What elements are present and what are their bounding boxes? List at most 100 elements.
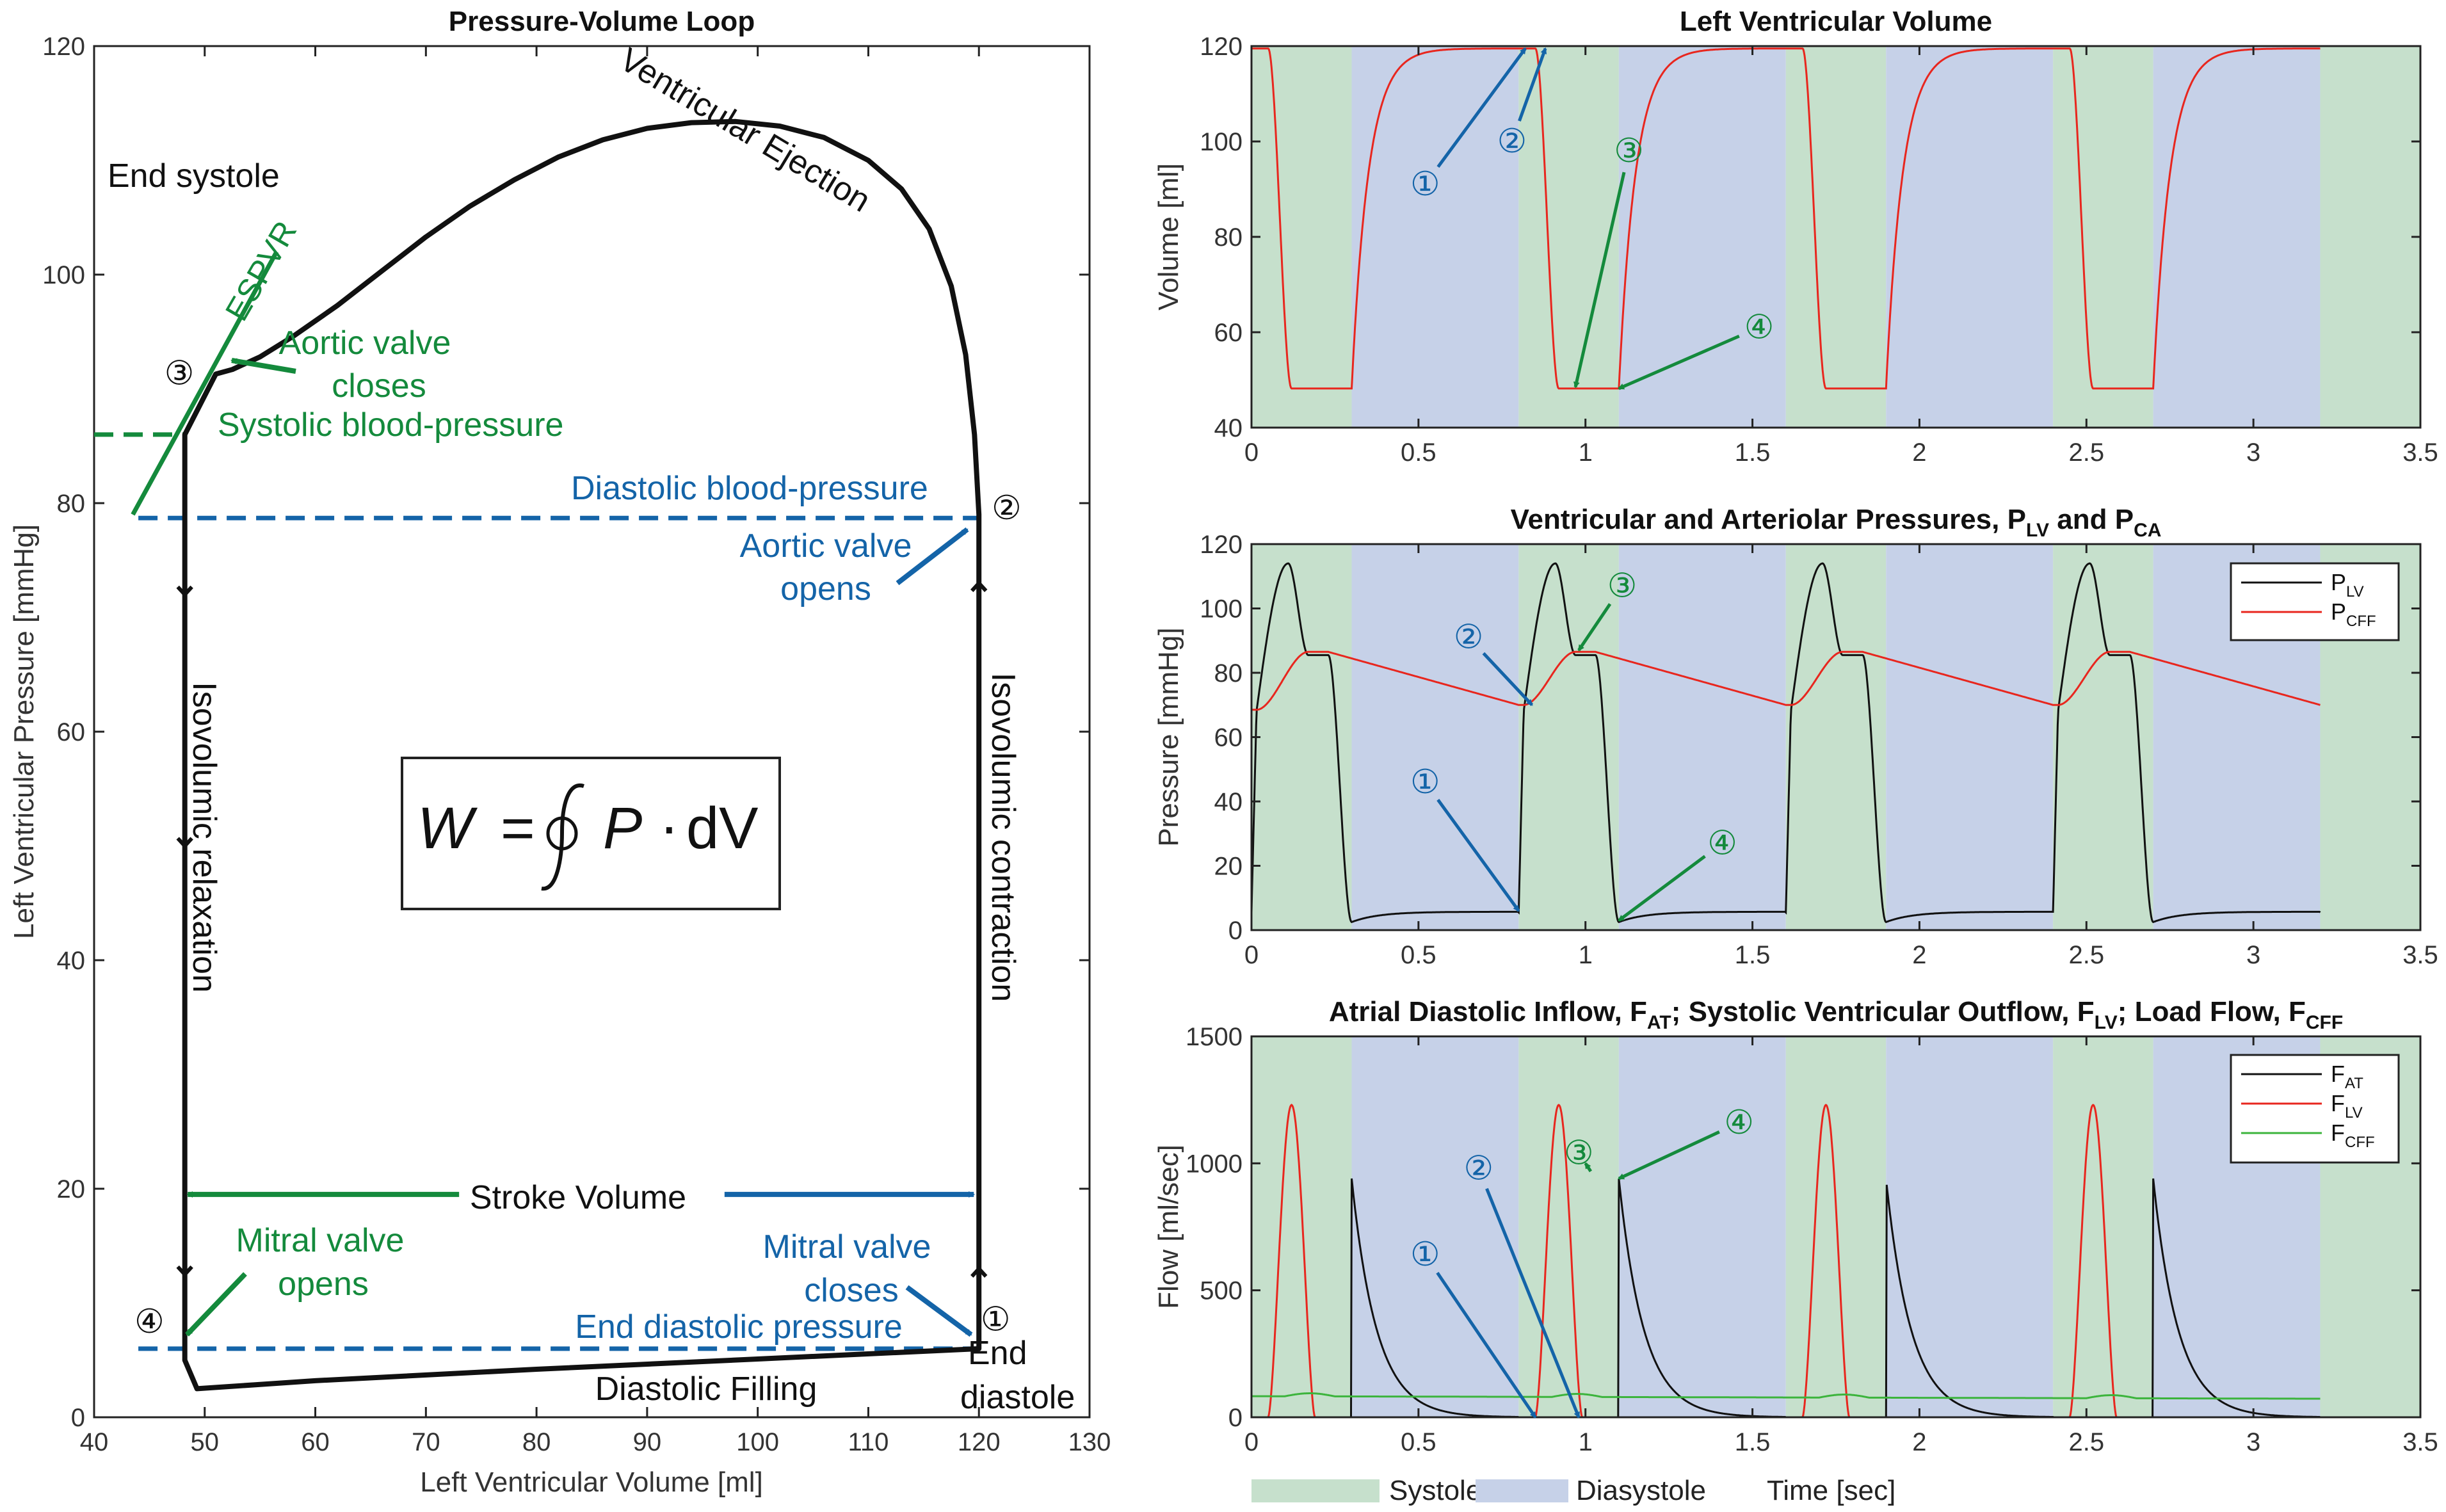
ytick-label: 80 xyxy=(1214,223,1243,252)
legend-sub: LV xyxy=(2346,583,2364,600)
ylabel: Pressure [mmHg] xyxy=(1153,627,1184,846)
diastolic-bp-label: Diastolic blood-pressure xyxy=(571,470,928,507)
systole-band xyxy=(2053,1036,2153,1417)
systole-band xyxy=(1785,1036,1887,1417)
marker-arrow xyxy=(1577,603,1612,652)
ytick-label: 100 xyxy=(1200,595,1243,623)
xtick-label: 2 xyxy=(1912,1428,1926,1456)
phase-legend: Systole Diasystole Time [sec] xyxy=(1251,1475,1895,1506)
xtick-label: 1.5 xyxy=(1735,1428,1771,1456)
pv-xlabel: Left Ventricular Volume [ml] xyxy=(420,1467,763,1498)
mitral-close-label-2: closes xyxy=(804,1272,898,1309)
legend-name: F xyxy=(2331,1061,2345,1087)
ytick-label: 1500 xyxy=(1186,1023,1243,1051)
diastole-band xyxy=(1351,1036,1519,1417)
end-systole-label: End systole xyxy=(108,157,280,195)
pv-xtick-label: 50 xyxy=(191,1428,220,1456)
diastole-band xyxy=(1618,544,1786,930)
aortic-open-label-2: opens xyxy=(780,570,871,607)
xtick-label: 2 xyxy=(1912,438,1926,467)
step-marker: ③ xyxy=(1614,133,1644,170)
step-marker: ④ xyxy=(1724,1104,1754,1141)
legend-label: FCFF xyxy=(2331,1120,2375,1151)
pv-xtick-label: 40 xyxy=(80,1428,109,1456)
marker-arrow xyxy=(1485,1187,1581,1419)
espvr-line xyxy=(131,250,279,516)
formula-equals: = xyxy=(501,796,535,861)
iso-contract-label: Isovolumic contraction xyxy=(985,673,1022,1002)
title-part: ; Load Flow, F xyxy=(2118,996,2306,1027)
diastole-band xyxy=(1886,544,2054,930)
xtick-label: 3 xyxy=(2246,941,2260,969)
diastole-band xyxy=(1886,46,2054,428)
xtick-label: 0 xyxy=(1244,438,1259,467)
step-marker: ③ xyxy=(1607,567,1637,604)
systole-legend-label: Systole xyxy=(1389,1475,1481,1506)
ytick-label: 60 xyxy=(1214,724,1243,752)
step-marker: ② xyxy=(1497,123,1527,160)
xtick-label: 2 xyxy=(1912,941,1926,969)
iso-relax-label: Isovolumic relaxation xyxy=(186,682,223,993)
work-formula: W = P · dV xyxy=(417,783,759,891)
pv-xtick-label: 80 xyxy=(522,1428,551,1456)
stroke-volume-label: Stroke Volume xyxy=(470,1179,686,1216)
relaxation-arrow-icon xyxy=(176,1265,193,1278)
ylabel: Volume [ml] xyxy=(1153,163,1184,310)
title-sub: CFF xyxy=(2306,1012,2343,1033)
legend-label: FAT xyxy=(2331,1061,2363,1092)
aortic-open-label-1: Aortic valve xyxy=(740,527,912,565)
ytick-label: 0 xyxy=(1228,917,1243,945)
xtick-label: 1 xyxy=(1579,438,1593,467)
series-line-fcff xyxy=(1251,1392,2321,1400)
mitral-close-arrow xyxy=(905,1285,973,1337)
ytick-label: 60 xyxy=(1214,319,1243,347)
ytick-label: 120 xyxy=(1200,33,1243,61)
marker-arrow xyxy=(1518,47,1547,122)
pv-loop-curve xyxy=(182,118,982,1392)
ytick-label: 120 xyxy=(1200,531,1243,559)
systole-band xyxy=(1518,1036,1619,1417)
pv-xtick-label: 90 xyxy=(633,1428,662,1456)
step-marker: ① xyxy=(1410,1236,1440,1273)
panel-title: Ventricular and Arteriolar Pressures, PL… xyxy=(1511,504,2162,541)
xtick-label: 2.5 xyxy=(2068,1428,2104,1456)
panel-title: Atrial Diastolic Inflow, FAT; Systolic V… xyxy=(1329,996,2343,1033)
diastole-band xyxy=(1618,1036,1786,1417)
plot-frame xyxy=(1250,1035,2422,1419)
pv-loop-direction-arrows xyxy=(176,580,988,1278)
ytick-label: 40 xyxy=(1214,414,1243,442)
systole-band xyxy=(1251,1036,1352,1417)
pv-ytick-label: 80 xyxy=(57,490,86,518)
xtick-label: 3.5 xyxy=(2402,941,2438,969)
title-part: Atrial Diastolic Inflow, F xyxy=(1329,996,1647,1027)
legend-label: PLV xyxy=(2331,569,2364,600)
xtick-label: 1.5 xyxy=(1735,941,1771,969)
systole-band xyxy=(2053,46,2153,428)
xtick-label: 0 xyxy=(1244,941,1259,969)
step-marker: ④ xyxy=(1707,824,1737,862)
aortic-open-arrow xyxy=(896,527,969,586)
xtick-label: 3.5 xyxy=(2402,1428,2438,1456)
formula-p: P xyxy=(603,796,642,861)
end-diastole-label-1: End xyxy=(968,1335,1027,1372)
pv-step-markers: ① ② ③ ④ xyxy=(134,355,1022,1340)
diastolic-filling-label: Diastolic Filling xyxy=(595,1371,817,1408)
series-line-vol xyxy=(1251,47,2321,390)
title-part: ; Systolic Ventricular Outflow, F xyxy=(1671,996,2095,1027)
pv-ytick-label: 0 xyxy=(71,1404,85,1432)
step-marker: ③ xyxy=(1564,1134,1594,1171)
ytick-label: 20 xyxy=(1214,853,1243,881)
legend-sub: CFF xyxy=(2346,613,2376,630)
xtick-label: 0.5 xyxy=(1401,1428,1436,1456)
pv-step-marker: ② xyxy=(992,490,1022,527)
pv-xtick-label: 70 xyxy=(412,1428,440,1456)
pv-plot-area xyxy=(93,45,1091,1419)
step-marker: ① xyxy=(1410,764,1440,801)
marker-arrow xyxy=(1436,1271,1537,1419)
legend-name: P xyxy=(2331,569,2346,595)
pv-ytick-label: 40 xyxy=(57,947,86,975)
pv-xtick-label: 60 xyxy=(301,1428,330,1456)
diastole-band xyxy=(2153,46,2321,428)
mitral-close-label-1: Mitral valve xyxy=(763,1228,931,1266)
pv-xtick-label: 120 xyxy=(958,1428,1001,1456)
